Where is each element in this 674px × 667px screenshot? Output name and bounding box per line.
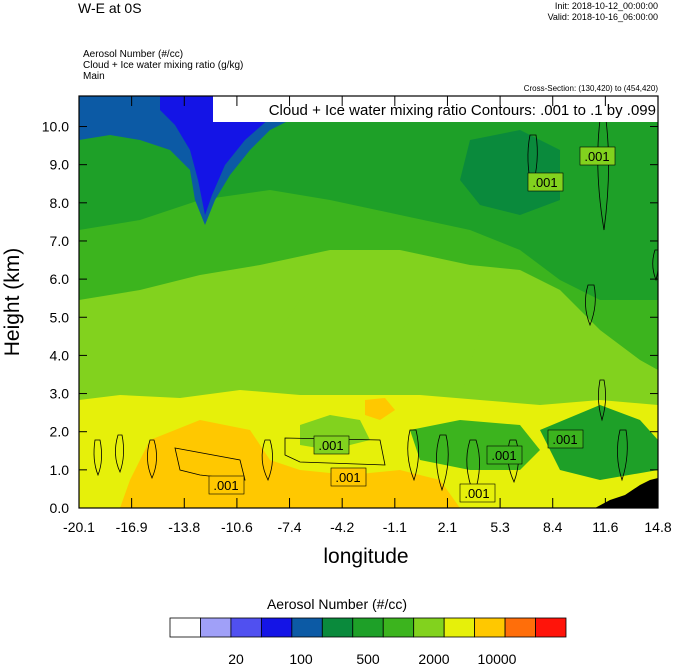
colorbar-swatch	[291, 617, 323, 638]
x-tick-label: -4.2	[330, 519, 354, 535]
contour-line	[115, 434, 124, 474]
contour-label-box	[527, 172, 564, 192]
plot-frame	[78, 95, 659, 509]
contour-line	[261, 439, 273, 481]
colorbar-swatch	[200, 617, 232, 638]
contour-label-box	[208, 475, 245, 495]
colorbar-label: 2000	[418, 651, 450, 667]
contour-label: .001	[464, 486, 489, 501]
y-tick-label: 8.0	[50, 195, 70, 211]
x-tick-label: 2.1	[438, 519, 458, 535]
colorbar-swatch	[535, 617, 567, 638]
contour-line	[617, 429, 628, 482]
x-axis-title: longitude	[323, 545, 408, 568]
contour-label-box	[579, 146, 616, 166]
contour-label-box	[486, 445, 523, 465]
contour-label: .001	[584, 149, 609, 164]
contour-info-box	[213, 96, 658, 122]
y-axis-title: Height (km)	[1, 248, 24, 357]
y-axis: 0.0 1.0 2.0 3.0 4.0 5.0 6.0 7.0 8.0 9.0 10.0	[42, 119, 658, 516]
aerosol-field	[79, 96, 658, 508]
contour-line	[652, 249, 658, 282]
x-tick-label: -10.6	[221, 519, 253, 535]
colorbar-swatch	[321, 617, 354, 638]
colorbar-swatch	[504, 617, 536, 638]
y-tick-label: 1.0	[50, 462, 70, 478]
field-cloud-ice: Cloud + Ice water mixing ratio (g/kg)	[83, 60, 244, 71]
contour-info: Cloud + Ice water mixing ratio Contours:…	[269, 102, 656, 119]
contour-line	[598, 379, 606, 422]
dark-green-patch	[460, 130, 560, 215]
x-tick-label: 8.4	[543, 519, 563, 535]
y-tick-label: 9.0	[50, 157, 70, 173]
x-tick-label: 5.3	[490, 519, 510, 535]
colorbar	[169, 617, 567, 638]
cross-section-label: Cross-Section: (130,420) to (454,420)	[523, 84, 658, 93]
contour-line	[407, 429, 419, 482]
field-list: Aerosol Number (#/cc) Cloud + Ice water …	[83, 49, 243, 82]
x-tick-label: 14.8	[644, 519, 671, 535]
contour-line	[284, 437, 386, 466]
time-info: Init: 2018-10-12_00:00:00 Valid: 2018-10…	[548, 1, 658, 23]
contour-label: .001	[318, 438, 343, 453]
terrain	[595, 478, 658, 508]
x-tick-label: -16.9	[116, 519, 148, 535]
contour-label-box	[547, 429, 584, 449]
contour-line	[147, 439, 157, 479]
colorbar-label: 500	[356, 651, 380, 667]
contour-label: .001	[491, 448, 516, 463]
y-tick-label: 6.0	[50, 271, 70, 287]
orange-surface-region	[120, 420, 460, 508]
field-main: Main	[83, 71, 105, 82]
y-tick-label: 4.0	[50, 347, 70, 363]
contour-line	[585, 284, 596, 327]
colorbar-swatch	[474, 617, 506, 638]
contour-label-box	[459, 483, 496, 503]
field-aerosol: Aerosol Number (#/cc)	[83, 49, 184, 60]
colorbar-swatch	[413, 617, 445, 638]
contour-labels: .001 .001 .001 .001 .001 .001 .001 .001	[208, 146, 616, 503]
y-tick-label: 0.0	[50, 500, 70, 516]
x-axis: -20.1 -16.9 -13.8 -10.6 -7.4 -4.2 -1.1 2.1 5.3 8.…	[63, 96, 672, 535]
y-tick-label: 2.0	[50, 424, 70, 440]
colorbar-swatch	[382, 617, 415, 638]
contour-label: .001	[335, 470, 360, 485]
contour-line	[93, 439, 102, 477]
page-title: W-E at 0S	[78, 0, 142, 16]
contour-label: .001	[532, 175, 557, 190]
x-tick-label: -7.4	[277, 519, 301, 535]
contour-label-box	[330, 467, 367, 487]
x-tick-label: -20.1	[63, 519, 95, 535]
colorbar-title: Aerosol Number (#/cc)	[266, 596, 408, 612]
colorbar-swatch	[230, 617, 262, 638]
colorbar-label: 10000	[477, 651, 517, 667]
y-tick-label: 10.0	[42, 119, 69, 135]
valid-time: Valid: 2018-10-16_06:00:00	[547, 12, 658, 22]
orange-patch	[365, 398, 395, 420]
green-blob-2	[540, 405, 658, 480]
colorbar-swatch	[352, 617, 384, 638]
contour-line	[436, 434, 449, 492]
contour-label: .001	[552, 432, 577, 447]
x-tick-label: 11.6	[592, 519, 618, 535]
x-tick-label: -1.1	[383, 519, 407, 535]
contour-label-box	[313, 435, 350, 455]
contour-label: .001	[213, 478, 238, 493]
y-tick-label: 5.0	[50, 309, 70, 325]
colorbar-swatch	[443, 617, 476, 638]
init-time: Init: 2018-10-12_00:00:00	[554, 1, 658, 11]
colorbar-swatch	[169, 617, 201, 638]
y-tick-label: 3.0	[50, 386, 70, 402]
deep-blue-region	[160, 96, 300, 215]
contour-lines	[93, 119, 658, 497]
y-tick-label: 7.0	[50, 233, 70, 249]
colorbar-label: 20	[228, 651, 244, 667]
light-green-tongue	[250, 285, 480, 400]
colorbar-label: 100	[289, 651, 313, 667]
x-tick-label: -13.8	[168, 519, 200, 535]
colorbar-swatch	[260, 617, 293, 638]
